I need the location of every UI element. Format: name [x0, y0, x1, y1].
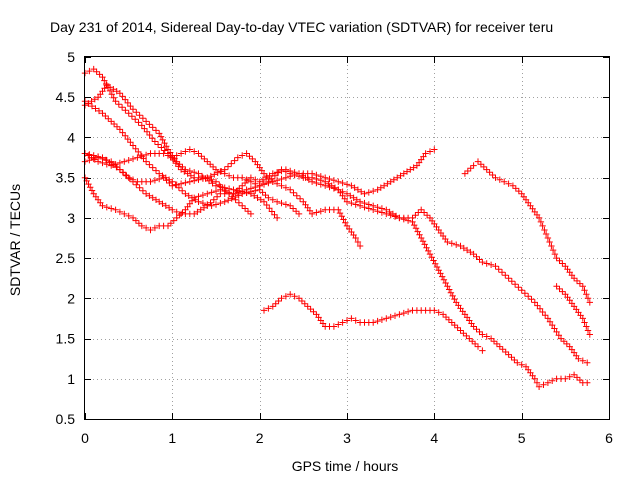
x-tick-label: 6 [605, 430, 613, 446]
x-tick-label: 4 [430, 430, 438, 446]
series-track-10 [553, 283, 593, 338]
x-tick-label: 1 [168, 430, 176, 446]
grid [85, 57, 609, 419]
y-tick-label: 3.5 [56, 170, 76, 186]
series-track-8 [260, 291, 486, 354]
plot-frame [84, 56, 610, 420]
y-tick-label: 4.5 [56, 89, 76, 105]
x-tick-label: 5 [518, 430, 526, 446]
y-tick-label: 1.5 [56, 331, 76, 347]
x-tick-label: 2 [256, 430, 264, 446]
y-tick-labels: 0.5 1 1.5 2 2.5 3 3.5 4 4.5 5 [56, 49, 76, 427]
x-tick-label: 3 [343, 430, 351, 446]
x-tick-label: 0 [81, 430, 89, 446]
y-axis-label: SDTVAR / TECUs [7, 184, 23, 296]
x-axis-label: GPS time / hours [292, 458, 399, 474]
y-tick-label: 2 [67, 290, 75, 306]
chart-title: Day 231 of 2014, Sidereal Day-to-day VTE… [50, 19, 553, 35]
axis-ticks [85, 57, 610, 420]
series-track-7 [81, 170, 591, 390]
series-track-6 [81, 150, 364, 250]
y-tick-label: 2.5 [56, 250, 76, 266]
x-tick-labels: 0 1 2 3 4 5 6 [81, 430, 613, 446]
y-tick-label: 3 [67, 210, 75, 226]
data-series [81, 65, 593, 390]
series-track-9 [461, 158, 593, 306]
y-tick-label: 0.5 [56, 411, 76, 427]
y-tick-label: 5 [67, 49, 75, 65]
y-tick-label: 4 [67, 129, 75, 145]
y-tick-label: 1 [67, 371, 75, 387]
